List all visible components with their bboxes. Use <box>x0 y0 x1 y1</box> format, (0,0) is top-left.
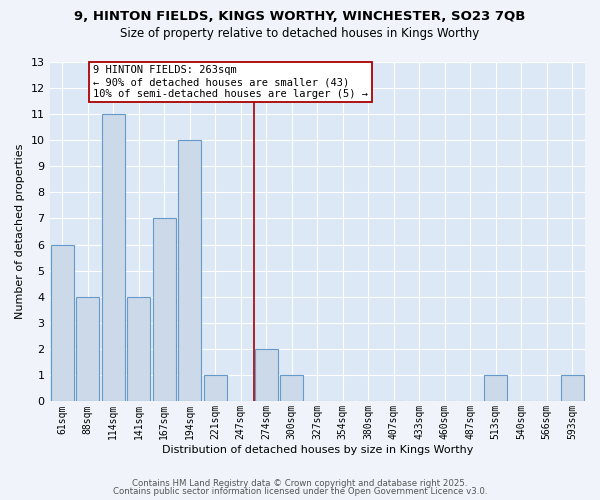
Bar <box>280 376 303 402</box>
Bar <box>204 376 227 402</box>
Text: Contains HM Land Registry data © Crown copyright and database right 2025.: Contains HM Land Registry data © Crown c… <box>132 478 468 488</box>
Text: 9, HINTON FIELDS, KINGS WORTHY, WINCHESTER, SO23 7QB: 9, HINTON FIELDS, KINGS WORTHY, WINCHEST… <box>74 10 526 23</box>
Bar <box>153 218 176 402</box>
Bar <box>76 297 99 402</box>
Text: 9 HINTON FIELDS: 263sqm
← 90% of detached houses are smaller (43)
10% of semi-de: 9 HINTON FIELDS: 263sqm ← 90% of detache… <box>93 66 368 98</box>
Y-axis label: Number of detached properties: Number of detached properties <box>15 144 25 319</box>
Bar <box>561 376 584 402</box>
Bar <box>127 297 150 402</box>
Bar <box>51 244 74 402</box>
Bar <box>484 376 507 402</box>
X-axis label: Distribution of detached houses by size in Kings Worthy: Distribution of detached houses by size … <box>161 445 473 455</box>
Text: Size of property relative to detached houses in Kings Worthy: Size of property relative to detached ho… <box>121 28 479 40</box>
Text: Contains public sector information licensed under the Open Government Licence v3: Contains public sector information licen… <box>113 487 487 496</box>
Bar <box>102 114 125 402</box>
Bar <box>178 140 201 402</box>
Bar <box>255 349 278 402</box>
